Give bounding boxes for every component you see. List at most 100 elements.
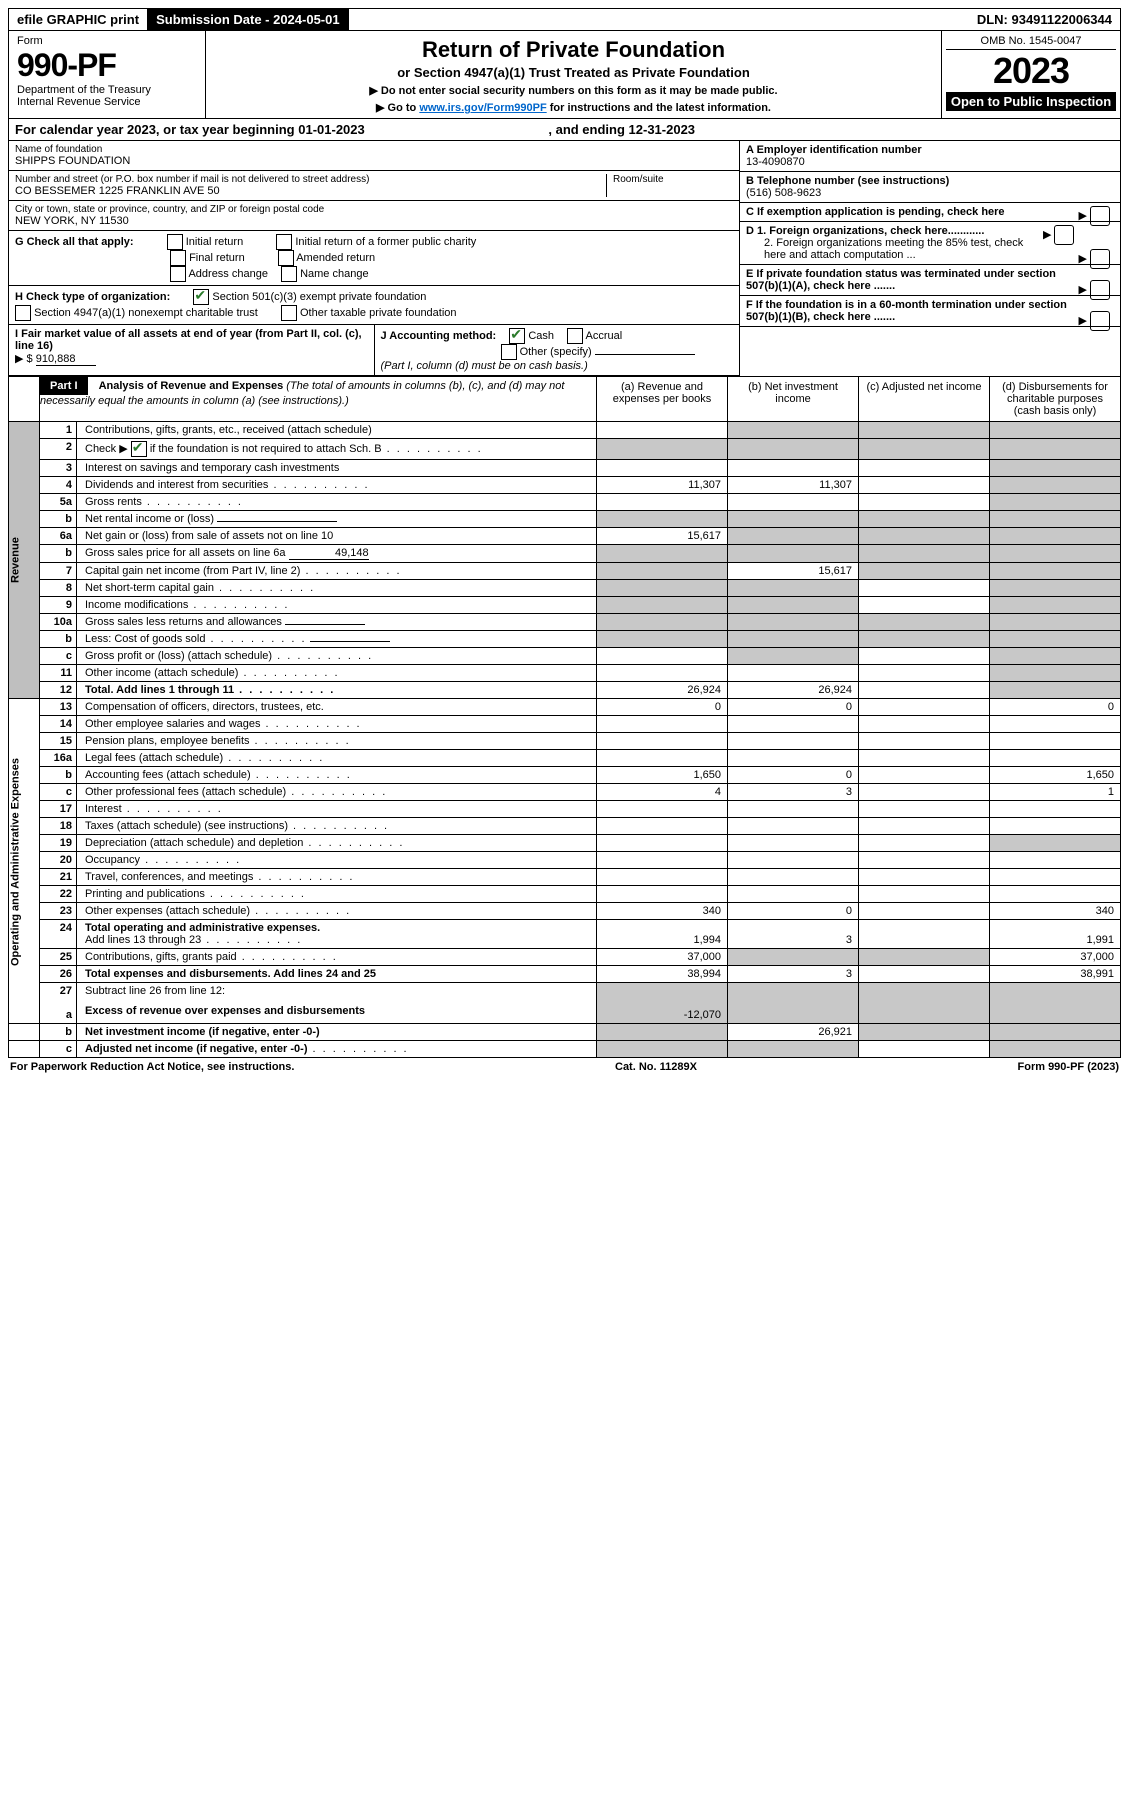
r10c-d	[990, 648, 1121, 665]
schb-checkbox[interactable]	[131, 441, 147, 457]
rownum-4: 4	[40, 477, 77, 494]
r17-d	[990, 801, 1121, 818]
cal-pre: For calendar year 2023, or tax year begi…	[15, 122, 298, 137]
row-16c-desc: Other professional fees (attach schedule…	[77, 784, 597, 801]
cash-checkbox[interactable]	[509, 328, 525, 344]
info-left: Name of foundation SHIPPS FOUNDATION Num…	[9, 141, 739, 376]
r16c-d: 1	[990, 784, 1121, 801]
rownum-6b: b	[40, 545, 77, 563]
col-c-header: (c) Adjusted net income	[859, 377, 990, 422]
name-change-checkbox[interactable]	[281, 266, 297, 282]
r12-a: 26,924	[597, 682, 728, 699]
r1-c	[859, 422, 990, 439]
form-subtitle: or Section 4947(a)(1) Trust Treated as P…	[214, 65, 933, 80]
row-5a-desc: Gross rents	[77, 494, 597, 511]
r14-b	[728, 716, 859, 733]
501c3-label: Section 501(c)(3) exempt private foundat…	[212, 291, 426, 303]
d2-label: 2. Foreign organizations meeting the 85%…	[764, 237, 1023, 261]
rownum-16c: c	[40, 784, 77, 801]
other-taxable-label: Other taxable private foundation	[300, 307, 457, 319]
r5a-c	[859, 494, 990, 511]
rownum-20: 20	[40, 852, 77, 869]
4947-label: Section 4947(a)(1) nonexempt charitable …	[34, 307, 258, 319]
rownum-22: 22	[40, 886, 77, 903]
r2-c	[859, 439, 990, 460]
j-label: J Accounting method:	[381, 330, 497, 342]
r10a-d	[990, 614, 1121, 631]
r10c-c	[859, 648, 990, 665]
f-checkbox[interactable]	[1090, 311, 1110, 331]
col-d-header: (d) Disbursements for charitable purpose…	[990, 377, 1121, 422]
r27c-d	[990, 1041, 1121, 1058]
room-label: Room/suite	[613, 174, 733, 185]
ein-value: 13-4090870	[746, 156, 1114, 168]
r13-d: 0	[990, 699, 1121, 716]
d1-checkbox[interactable]	[1054, 225, 1074, 245]
r22-b	[728, 886, 859, 903]
r16b-c	[859, 767, 990, 784]
e-checkbox[interactable]	[1090, 280, 1110, 300]
r5b-c	[859, 511, 990, 528]
r19-c	[859, 835, 990, 852]
rownum-6a: 6a	[40, 528, 77, 545]
r4-b: 11,307	[728, 477, 859, 494]
rownum-18: 18	[40, 818, 77, 835]
c-checkbox[interactable]	[1090, 206, 1110, 226]
initial-former-checkbox[interactable]	[276, 234, 292, 250]
col-a-header: (a) Revenue and expenses per books	[597, 377, 728, 422]
addr-change-checkbox[interactable]	[170, 266, 186, 282]
initial-return-checkbox[interactable]	[167, 234, 183, 250]
4947-checkbox[interactable]	[15, 305, 31, 321]
r2-a	[597, 439, 728, 460]
note-2: ▶ Go to www.irs.gov/Form990PF for instru…	[214, 101, 933, 114]
r7-a	[597, 563, 728, 580]
dept-2: Internal Revenue Service	[17, 96, 197, 108]
r10b-a	[597, 631, 728, 648]
r4-c	[859, 477, 990, 494]
c-cell: C If exemption application is pending, c…	[740, 203, 1120, 222]
501c3-checkbox[interactable]	[193, 289, 209, 305]
r9-a	[597, 597, 728, 614]
r27c-a	[597, 1041, 728, 1058]
r22-a	[597, 886, 728, 903]
r25-a: 37,000	[597, 949, 728, 966]
r20-a	[597, 852, 728, 869]
accrual-checkbox[interactable]	[567, 328, 583, 344]
row-19-desc: Depreciation (attach schedule) and deple…	[77, 835, 597, 852]
irs-link[interactable]: www.irs.gov/Form990PF	[419, 102, 546, 114]
r23-b: 0	[728, 903, 859, 920]
other-method-underline	[595, 354, 695, 355]
row-27c-desc: Adjusted net income (if negative, enter …	[77, 1041, 597, 1058]
r19-b	[728, 835, 859, 852]
c-label: C If exemption application is pending, c…	[746, 206, 1005, 218]
r5a-d	[990, 494, 1121, 511]
rownum-5b: b	[40, 511, 77, 528]
r14-d	[990, 716, 1121, 733]
other-taxable-checkbox[interactable]	[281, 305, 297, 321]
r10a-c	[859, 614, 990, 631]
r2-pre: Check ▶	[85, 443, 131, 455]
addr-cell: Number and street (or P.O. box number if…	[9, 171, 739, 201]
r24-d: 1,991	[990, 920, 1121, 949]
note-2-pre: ▶ Go to	[376, 102, 419, 114]
r5a-a	[597, 494, 728, 511]
r21-a	[597, 869, 728, 886]
side-spacer	[9, 377, 40, 422]
submission-date: Submission Date - 2024-05-01	[148, 9, 349, 30]
r6a-a: 15,617	[597, 528, 728, 545]
other-method-checkbox[interactable]	[501, 344, 517, 360]
r14-a	[597, 716, 728, 733]
other-method-label: Other (specify)	[520, 346, 592, 358]
amended-return-checkbox[interactable]	[278, 250, 294, 266]
r16a-d	[990, 750, 1121, 767]
row-25-desc: Contributions, gifts, grants paid	[77, 949, 597, 966]
row-9-desc: Income modifications	[77, 597, 597, 614]
r8-d	[990, 580, 1121, 597]
final-return-checkbox[interactable]	[170, 250, 186, 266]
footer-mid: Cat. No. 11289X	[615, 1061, 697, 1073]
initial-former-label: Initial return of a former public charit…	[295, 236, 476, 248]
r3-a	[597, 460, 728, 477]
r2-d	[990, 439, 1121, 460]
d2-checkbox[interactable]	[1090, 249, 1110, 269]
rownum-8: 8	[40, 580, 77, 597]
